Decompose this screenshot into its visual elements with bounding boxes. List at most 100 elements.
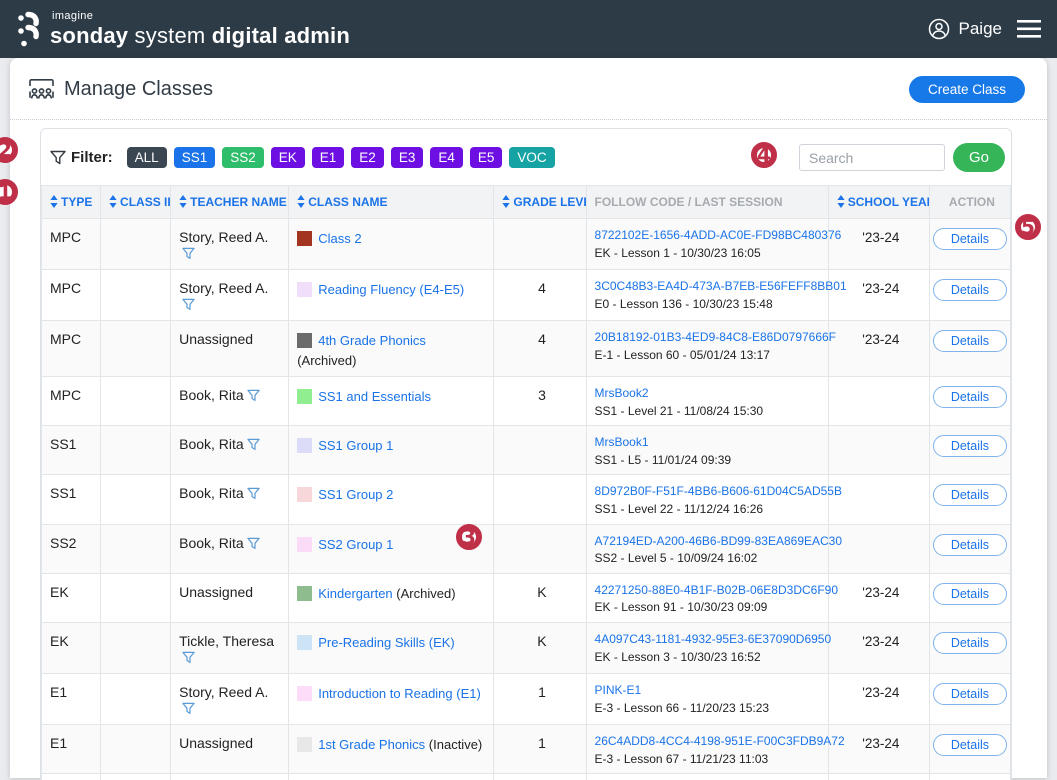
class-status-suffix: (Inactive) [429, 737, 482, 752]
cell-type: MPC [42, 219, 101, 270]
cell-school-year: '23-24 [828, 219, 929, 270]
cell-type: MPC [42, 377, 101, 426]
search-input[interactable] [799, 144, 945, 171]
table-header-row: TYPE CLASS ID TEACHER NAMECLASS NAMEGRADE … [42, 186, 1011, 219]
class-name-link[interactable]: Kindergarten [318, 586, 392, 601]
cell-class-name: Class 2 [289, 219, 494, 270]
teacher-name: Story, Reed A. [179, 229, 268, 245]
details-button[interactable]: Details [933, 279, 1007, 301]
class-name-link[interactable]: 4th Grade Phonics [318, 333, 426, 348]
follow-code-link[interactable]: PINK-E1 [595, 683, 824, 699]
class-name-link[interactable]: Introduction to Reading (E1) [318, 686, 481, 701]
column-header-label: TEACHER NAME [190, 195, 287, 209]
filter-chip-ek[interactable]: EK [271, 147, 305, 169]
search-go-button[interactable]: Go [953, 143, 1005, 172]
filter-label: Filter: [71, 149, 113, 166]
follow-code-link[interactable]: MrsBook2 [595, 386, 824, 402]
last-session-text: SS2 - Level 5 - 10/09/24 16:02 [595, 551, 758, 565]
column-header-grade-level[interactable]: GRADE LEVEL [494, 186, 586, 219]
teacher-filter-icon[interactable] [247, 389, 260, 405]
details-button[interactable]: Details [933, 330, 1007, 352]
class-name-link[interactable]: SS2 Group 1 [318, 537, 393, 552]
follow-code-link[interactable]: 20B18192-01B3-4ED9-84C8-E86D0797666F [595, 330, 824, 346]
teacher-filter-icon[interactable] [247, 537, 260, 553]
top-navigation-bar: imagine sonday system digital admin Paig… [0, 0, 1057, 58]
user-avatar-icon[interactable] [928, 18, 950, 40]
cell-school-year: '23-24 [828, 573, 929, 622]
filter-chip-e3[interactable]: E3 [391, 147, 424, 169]
cell-teacher-name: Unassigned [171, 573, 289, 622]
follow-code-link[interactable]: 26C4ADD8-4CC4-4198-951E-F00C3FDB9A72 [595, 734, 824, 750]
column-header-type[interactable]: TYPE [42, 186, 101, 219]
details-button[interactable]: Details [933, 583, 1007, 605]
cell-teacher-name: Tickle, Theresa [171, 774, 289, 780]
column-header-class-name[interactable]: CLASS NAME [289, 186, 494, 219]
details-button[interactable]: Details [933, 632, 1007, 654]
follow-code-link[interactable]: 3C0C48B3-EA4D-473A-B7EB-E56FEFF8BB01 [595, 279, 824, 295]
teacher-name: Story, Reed A. [179, 280, 268, 296]
filter-chip-e2[interactable]: E2 [351, 147, 384, 169]
last-session-text: SS1 - Level 22 - 11/12/24 16:26 [595, 502, 764, 516]
cell-action: Details [929, 524, 1010, 573]
class-name-link[interactable]: SS1 Group 2 [318, 487, 393, 502]
follow-code-link[interactable]: 42271250-88E0-4B1F-B02B-06E8D3DC6F90 [595, 583, 824, 599]
class-name-link[interactable]: SS1 Group 1 [318, 438, 393, 453]
class-status-suffix: (Archived) [396, 586, 455, 601]
cell-class-name: SS1 and Essentials [289, 377, 494, 426]
details-button[interactable]: Details [933, 534, 1007, 556]
last-session-text: SS1 - Level 21 - 11/08/24 15:30 [595, 404, 764, 418]
class-name-link[interactable]: SS1 and Essentials [318, 389, 431, 404]
teacher-filter-icon[interactable] [182, 247, 195, 263]
teacher-filter-icon[interactable] [182, 298, 195, 314]
cell-teacher-name: Story, Reed A. [171, 673, 289, 724]
column-header-class-id[interactable]: CLASS ID [101, 186, 171, 219]
follow-code-link[interactable]: 8D972B0F-F51F-4BB6-B606-61D04C5AD55B [595, 484, 824, 500]
cell-type: E2 [42, 774, 101, 780]
follow-code-link[interactable]: A72194ED-A200-46B6-BD99-83EA869EAC30 [595, 534, 824, 550]
filter-chip-e1[interactable]: E1 [312, 147, 345, 169]
cell-action: Details [929, 377, 1010, 426]
cell-grade-level [494, 524, 586, 573]
cell-grade-level: 1 [494, 673, 586, 724]
class-name-link[interactable]: Pre-Reading Skills (EK) [318, 635, 455, 650]
filter-chip-all[interactable]: ALL [127, 147, 167, 169]
class-name-link[interactable]: Reading Fluency (E4-E5) [318, 282, 464, 297]
teacher-filter-icon[interactable] [247, 438, 260, 454]
filter-chip-ss1[interactable]: SS1 [174, 147, 216, 169]
user-name[interactable]: Paige [959, 19, 1002, 39]
details-button[interactable]: Details [933, 228, 1007, 250]
class-status-suffix: (Archived) [297, 353, 356, 368]
column-header-school-year[interactable]: SCHOOL YEAR [828, 186, 929, 219]
create-class-button[interactable]: Create Class [909, 76, 1025, 103]
follow-code-link[interactable]: 4A097C43-1181-4932-95E3-6E37090D6950 [595, 632, 824, 648]
table-row: SS1Book, RitaSS1 Group 28D972B0F-F51F-4B… [42, 475, 1011, 524]
class-name-link[interactable]: Class 2 [318, 231, 361, 246]
details-button[interactable]: Details [933, 683, 1007, 705]
details-button[interactable]: Details [933, 734, 1007, 756]
table-row: EKTickle, TheresaPre-Reading Skills (EK)… [42, 622, 1011, 673]
filter-chip-voc[interactable]: VOC [509, 147, 554, 169]
details-button[interactable]: Details [933, 435, 1007, 457]
filter-chip-ss2[interactable]: SS2 [222, 147, 264, 169]
cell-grade-level: 2 [494, 774, 586, 780]
class-name-link[interactable]: 1st Grade Phonics [318, 737, 425, 752]
cell-grade-level: 3 [494, 377, 586, 426]
teacher-filter-icon[interactable] [182, 651, 195, 667]
hamburger-menu-icon[interactable] [1017, 20, 1041, 38]
cell-type: E1 [42, 673, 101, 724]
manage-classes-card: Manage Classes Create Class Filter: ALLS… [10, 58, 1047, 778]
teacher-filter-icon[interactable] [247, 487, 260, 503]
classes-table: TYPE CLASS ID TEACHER NAMECLASS NAMEGRADE … [41, 185, 1011, 780]
column-header-label: TYPE [61, 195, 92, 209]
table-row: MPCUnassigned4th Grade Phonics(Archived)… [42, 321, 1011, 377]
details-button[interactable]: Details [933, 484, 1007, 506]
filter-chip-e4[interactable]: E4 [430, 147, 463, 169]
details-button[interactable]: Details [933, 386, 1007, 408]
table-row: E1Unassigned1st Grade Phonics (Inactive)… [42, 724, 1011, 773]
teacher-filter-icon[interactable] [182, 702, 195, 718]
column-header-teacher-name[interactable]: TEACHER NAME [171, 186, 289, 219]
cell-school-year [828, 524, 929, 573]
follow-code-link[interactable]: MrsBook1 [595, 435, 824, 451]
follow-code-link[interactable]: 8722102E-1656-4ADD-AC0E-FD98BC480376 [595, 228, 824, 244]
filter-chip-e5[interactable]: E5 [470, 147, 503, 169]
